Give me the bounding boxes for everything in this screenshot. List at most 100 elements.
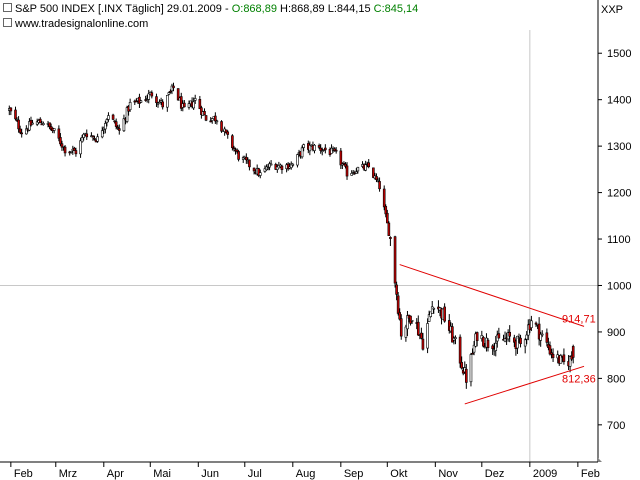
candle-body — [364, 164, 367, 171]
x-tick-label: Jul — [248, 468, 262, 480]
candle-body — [111, 114, 115, 120]
candle-body — [224, 129, 228, 133]
x-tick-label: Feb — [14, 468, 33, 480]
candle-body — [296, 154, 299, 166]
candle-body — [465, 368, 468, 383]
candle-body — [551, 353, 555, 358]
candle-body — [139, 100, 143, 103]
candle-body — [237, 151, 240, 160]
candle-body — [472, 344, 476, 353]
candle-body — [350, 173, 353, 176]
candle-body — [198, 99, 202, 110]
candle-body — [503, 338, 507, 342]
candle-body — [104, 123, 107, 130]
candle-body — [523, 339, 527, 347]
candle-body — [220, 121, 223, 132]
candle-body — [20, 132, 23, 135]
candle-body — [568, 356, 572, 367]
x-tick-label: Apr — [107, 468, 124, 480]
source-line: www.tradesignalonline.com — [3, 18, 148, 30]
x-tick-label: Sep — [344, 468, 364, 480]
candle-body — [150, 92, 154, 97]
close-value: C:845,14 — [373, 3, 419, 15]
grid — [0, 30, 598, 462]
candle-body — [319, 147, 322, 151]
candle-body — [302, 144, 305, 148]
candle-body — [421, 338, 425, 350]
candle-body — [107, 115, 110, 120]
candle-body — [25, 128, 28, 135]
candle-body — [548, 345, 552, 355]
x-tick-label: Dez — [485, 468, 505, 480]
candle-body — [85, 133, 89, 138]
candle-body — [308, 145, 312, 152]
candle-body — [192, 101, 195, 109]
candle-body — [48, 122, 51, 127]
candle-body — [80, 137, 84, 143]
candle-body — [454, 337, 457, 340]
candle-body — [550, 352, 553, 355]
candle-body — [100, 130, 104, 138]
candle-body — [166, 94, 169, 108]
candle-body — [122, 118, 126, 132]
candle-body — [375, 176, 378, 180]
candle-body — [52, 128, 56, 131]
candle-body — [491, 345, 494, 350]
candle-body — [344, 163, 347, 167]
candle-body — [451, 326, 454, 343]
candle-body — [432, 307, 436, 310]
candle-body — [389, 237, 392, 239]
candle-body — [138, 96, 141, 104]
info-bar: S&P 500 INDEX [.INX Täglich] 29.01.2009 … — [3, 3, 418, 15]
resize-grip-icon[interactable] — [598, 458, 602, 462]
candle-body — [169, 90, 172, 93]
candle-body — [155, 96, 158, 104]
candle-body — [410, 319, 414, 322]
checkbox-icon[interactable] — [3, 18, 12, 27]
candle-body — [508, 331, 511, 337]
trendline[interactable] — [399, 264, 585, 327]
candle-body — [73, 147, 76, 151]
candle-body — [172, 85, 175, 89]
symbol-label: S&P 500 INDEX [.INX Täglich] — [15, 3, 164, 15]
candle-body — [482, 336, 485, 347]
candle-body — [393, 236, 397, 284]
y-tick-label: 900 — [607, 327, 625, 339]
candle-body — [317, 145, 321, 148]
candle-body — [258, 172, 262, 176]
candle-body — [426, 323, 429, 349]
candle-body — [204, 115, 208, 121]
candle-body — [91, 135, 95, 138]
source-label: www.tradesignalonline.com — [15, 18, 149, 30]
candle-body — [35, 121, 39, 125]
candle-body — [345, 165, 349, 177]
candle-body — [128, 101, 132, 110]
candle-body — [534, 322, 538, 325]
trendline[interactable] — [464, 365, 585, 405]
x-tick-label: 2009 — [533, 468, 557, 480]
candle-body — [458, 336, 462, 364]
candle-body — [215, 120, 219, 123]
candle-body — [530, 320, 533, 328]
x-tick-label: Mai — [153, 468, 171, 480]
candle-body — [17, 119, 20, 130]
candle-body — [420, 332, 423, 339]
candle-body — [427, 314, 431, 322]
candle-body — [252, 167, 256, 172]
trendline-label: 812,36 — [562, 373, 596, 385]
checkbox-icon[interactable] — [3, 3, 12, 12]
candle-body — [372, 167, 375, 178]
candle-body — [248, 159, 251, 168]
candle-body — [386, 212, 389, 224]
candle-body — [333, 148, 336, 151]
candle-body — [187, 103, 191, 108]
candle-body — [471, 353, 474, 355]
candle-body — [105, 119, 109, 123]
candle-body — [117, 128, 121, 131]
candle-body — [399, 318, 403, 337]
candle-body — [96, 136, 99, 142]
candle-body — [18, 128, 22, 133]
candle-body — [525, 334, 529, 340]
